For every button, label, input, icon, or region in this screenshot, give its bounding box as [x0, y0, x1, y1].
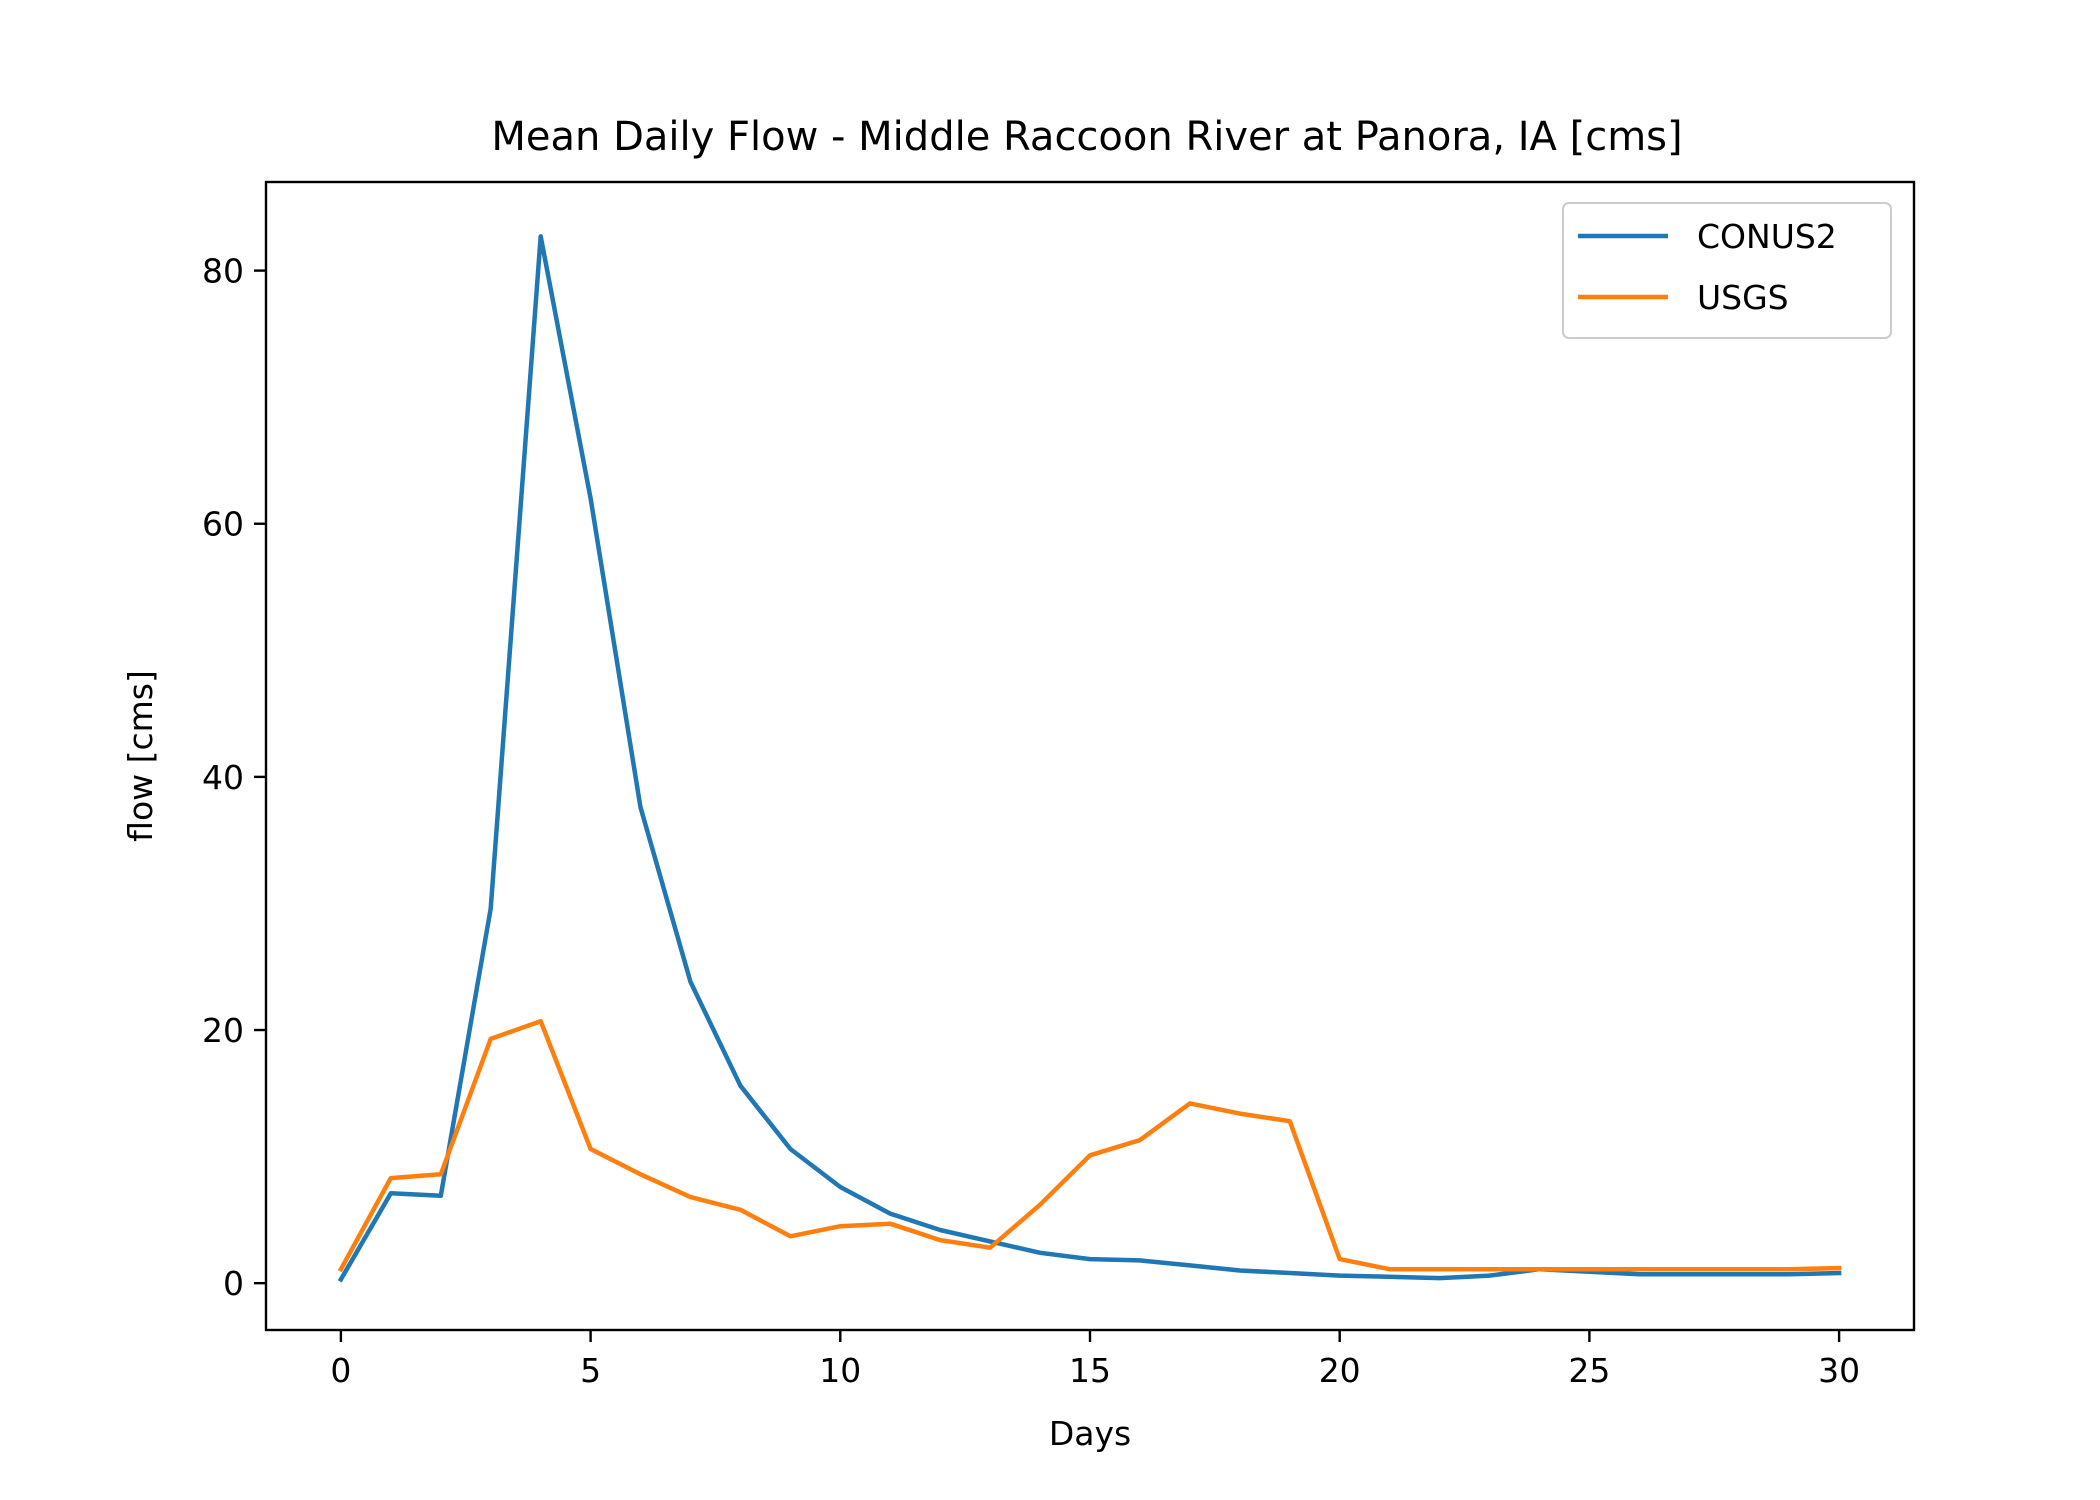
y-tick-label: 60 — [202, 505, 244, 544]
x-axis-label: Days — [1049, 1414, 1131, 1453]
x-tick-label: 15 — [1069, 1351, 1111, 1390]
legend-label-conus2: CONUS2 — [1697, 217, 1837, 256]
y-tick-label: 40 — [202, 758, 244, 797]
y-tick-label: 0 — [223, 1264, 244, 1303]
y-axis-label: flow [cms] — [121, 670, 160, 842]
y-tick-label: 20 — [202, 1011, 244, 1050]
x-tick-label: 20 — [1319, 1351, 1361, 1390]
x-tick-label: 5 — [580, 1351, 601, 1390]
y-axis: 0 20 40 60 80 — [202, 252, 266, 1303]
x-tick-label: 10 — [819, 1351, 861, 1390]
series-line-usgs — [337, 1018, 1842, 1273]
plot-lines — [337, 234, 1842, 1283]
x-tick-label: 25 — [1568, 1351, 1610, 1390]
x-tick-label: 30 — [1818, 1351, 1860, 1390]
y-tick-label: 80 — [202, 252, 244, 291]
x-axis: 0 5 10 15 20 25 30 — [330, 1330, 1860, 1390]
series-line-conus2 — [337, 234, 1842, 1283]
legend-label-usgs: USGS — [1697, 278, 1789, 317]
legend: CONUS2 USGS — [1562, 202, 1892, 339]
chart-title: Mean Daily Flow - Middle Raccoon River a… — [491, 114, 1682, 160]
x-tick-label: 0 — [330, 1351, 351, 1390]
